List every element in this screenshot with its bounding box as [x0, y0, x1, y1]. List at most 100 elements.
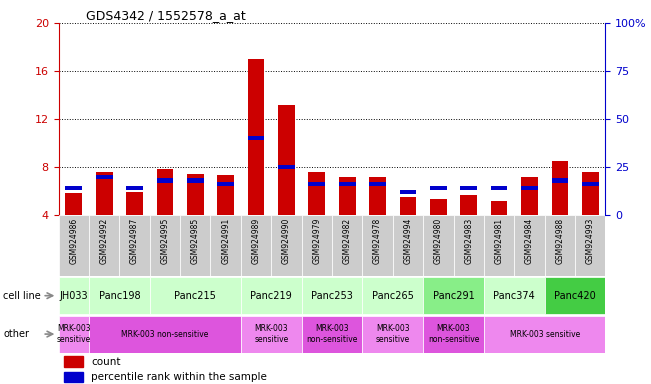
- Text: GSM924990: GSM924990: [282, 218, 291, 265]
- Bar: [65, 194, 82, 215]
- Bar: [126, 192, 143, 215]
- Text: JH033: JH033: [59, 291, 88, 301]
- Bar: [210, 215, 241, 276]
- Text: Panc291: Panc291: [433, 291, 475, 301]
- Text: GSM924989: GSM924989: [251, 218, 260, 264]
- Bar: [217, 182, 234, 186]
- Bar: [96, 175, 113, 179]
- Bar: [484, 277, 545, 314]
- Text: GDS4342 / 1552578_a_at: GDS4342 / 1552578_a_at: [86, 9, 245, 22]
- Text: GSM924993: GSM924993: [586, 218, 595, 265]
- Bar: [460, 186, 477, 190]
- Bar: [150, 215, 180, 276]
- Bar: [400, 190, 416, 194]
- Bar: [514, 215, 545, 276]
- Bar: [217, 175, 234, 215]
- Text: GSM924992: GSM924992: [100, 218, 109, 264]
- Bar: [545, 215, 575, 276]
- Bar: [393, 215, 423, 276]
- Bar: [363, 277, 423, 314]
- Bar: [278, 104, 295, 215]
- Text: GSM924986: GSM924986: [69, 218, 78, 264]
- Bar: [156, 169, 173, 215]
- Bar: [271, 215, 301, 276]
- Text: other: other: [3, 329, 29, 339]
- Bar: [491, 200, 507, 215]
- Bar: [430, 199, 447, 215]
- Text: MRK-003
non-sensitive: MRK-003 non-sensitive: [428, 324, 479, 344]
- Text: Panc198: Panc198: [98, 291, 140, 301]
- Bar: [423, 215, 454, 276]
- Bar: [89, 277, 150, 314]
- Bar: [582, 172, 598, 215]
- Bar: [59, 277, 89, 314]
- Bar: [180, 215, 210, 276]
- Bar: [582, 182, 598, 186]
- Text: MRK-003
sensitive: MRK-003 sensitive: [254, 324, 288, 344]
- Text: MRK-003
sensitive: MRK-003 sensitive: [57, 324, 91, 344]
- Bar: [278, 165, 295, 169]
- Bar: [332, 215, 363, 276]
- Text: Panc219: Panc219: [251, 291, 292, 301]
- Text: Panc253: Panc253: [311, 291, 353, 301]
- Bar: [551, 161, 568, 215]
- Text: MRK-003 non-sensitive: MRK-003 non-sensitive: [121, 329, 208, 339]
- Text: cell line: cell line: [3, 291, 41, 301]
- Text: GSM924981: GSM924981: [495, 218, 504, 264]
- Bar: [59, 316, 89, 353]
- Text: GSM924984: GSM924984: [525, 218, 534, 264]
- Bar: [454, 215, 484, 276]
- Bar: [119, 215, 150, 276]
- Text: GSM924982: GSM924982: [342, 218, 352, 264]
- Bar: [545, 277, 605, 314]
- Bar: [247, 59, 264, 215]
- Bar: [551, 179, 568, 182]
- Bar: [65, 186, 82, 190]
- Bar: [126, 186, 143, 190]
- Text: percentile rank within the sample: percentile rank within the sample: [91, 372, 268, 382]
- Bar: [484, 215, 514, 276]
- Bar: [301, 316, 363, 353]
- Bar: [187, 174, 204, 215]
- Bar: [339, 182, 355, 186]
- Text: GSM924991: GSM924991: [221, 218, 230, 264]
- Bar: [339, 177, 355, 215]
- Bar: [369, 182, 386, 186]
- Text: MRK-003
non-sensitive: MRK-003 non-sensitive: [307, 324, 357, 344]
- Bar: [96, 172, 113, 215]
- Bar: [241, 215, 271, 276]
- Text: Panc265: Panc265: [372, 291, 413, 301]
- Text: GSM924988: GSM924988: [555, 218, 564, 264]
- Bar: [241, 277, 301, 314]
- Text: GSM924979: GSM924979: [312, 218, 322, 265]
- Bar: [309, 172, 325, 215]
- Bar: [64, 356, 83, 367]
- Bar: [156, 179, 173, 182]
- Text: GSM924978: GSM924978: [373, 218, 382, 264]
- Bar: [241, 316, 301, 353]
- Bar: [369, 177, 386, 215]
- Text: GSM924995: GSM924995: [160, 218, 169, 265]
- Bar: [64, 372, 83, 382]
- Bar: [187, 179, 204, 182]
- Text: Panc215: Panc215: [174, 291, 216, 301]
- Text: Panc420: Panc420: [554, 291, 596, 301]
- Bar: [423, 316, 484, 353]
- Bar: [423, 277, 484, 314]
- Text: GSM924985: GSM924985: [191, 218, 200, 264]
- Text: count: count: [91, 357, 121, 367]
- Bar: [460, 195, 477, 215]
- Bar: [484, 316, 605, 353]
- Bar: [247, 136, 264, 140]
- Bar: [575, 215, 605, 276]
- Text: MRK-003
sensitive: MRK-003 sensitive: [376, 324, 410, 344]
- Bar: [400, 197, 416, 215]
- Bar: [309, 182, 325, 186]
- Text: GSM924987: GSM924987: [130, 218, 139, 264]
- Bar: [491, 186, 507, 190]
- Bar: [521, 186, 538, 190]
- Bar: [301, 277, 363, 314]
- Text: GSM924994: GSM924994: [404, 218, 413, 265]
- Bar: [363, 215, 393, 276]
- Bar: [150, 277, 241, 314]
